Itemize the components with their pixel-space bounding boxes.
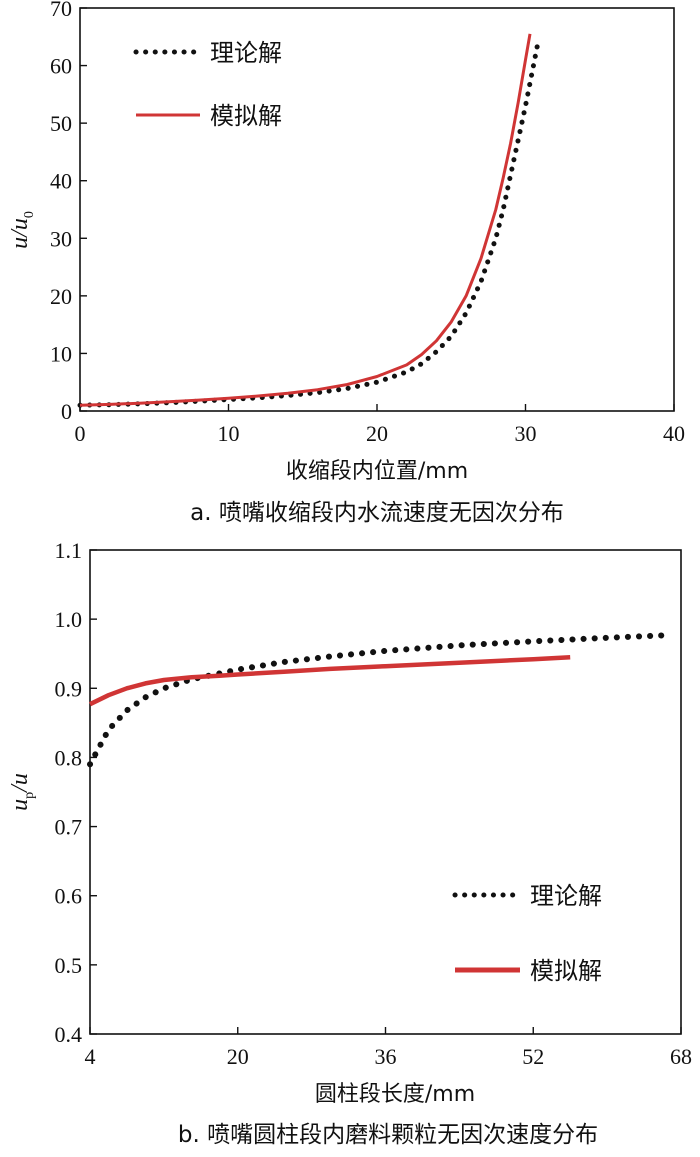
chart-a-ylabel: u/u0 — [7, 211, 37, 249]
chart-a-plot-frame — [79, 7, 675, 412]
b-y-tick-label: 0.8 — [55, 745, 83, 770]
a-y-tick-label: 10 — [50, 341, 72, 366]
b-y-tick-label: 1.0 — [55, 607, 83, 632]
chart-a-xlabel: 收缩段内位置/mm — [286, 459, 468, 484]
a-y-tick-label: 40 — [50, 169, 72, 194]
b-x-tick-label: 20 — [227, 1044, 249, 1069]
a-y-tick-label: 60 — [50, 54, 72, 79]
a-y-tick-label: 50 — [50, 111, 72, 136]
chart-a-y-ticks: 0 10 20 30 40 50 60 70 — [50, 0, 87, 424]
a-y-tick-label: 20 — [50, 284, 72, 309]
chart-a-legend: 理论解 模拟解 — [133, 39, 282, 130]
chart-b-caption: b. 喷嘴圆柱段内磨料颗粒无因次速度分布 — [178, 1122, 598, 1148]
chart-a: 0 10 20 30 40 0 10 20 30 40 50 60 70 理论解 模拟解 u/u0 收… — [7, 0, 685, 526]
chart-a-legend-theory-label: 理论解 — [210, 39, 282, 67]
a-x-tick-label: 10 — [218, 421, 240, 446]
chart-b-x-ticks: 4 20 36 52 68 — [85, 1027, 692, 1069]
b-x-tick-label: 4 — [85, 1044, 96, 1069]
b-y-tick-label: 0.6 — [55, 884, 83, 909]
b-x-tick-label: 36 — [375, 1044, 397, 1069]
a-x-tick-label: 0 — [75, 421, 86, 446]
chart-b-legend: 理论解 模拟解 — [452, 882, 602, 985]
chart-b-series — [87, 632, 675, 768]
chart-a-x-ticks: 0 10 20 30 40 — [75, 404, 685, 446]
a-x-tick-label: 20 — [366, 421, 388, 446]
a-y-tick-label: 0 — [61, 399, 72, 424]
chart-b-legend-theory-label: 理论解 — [530, 882, 602, 910]
b-x-tick-label: 52 — [522, 1044, 544, 1069]
b-series-theory-line — [87, 632, 675, 768]
chart-b-xlabel: 圆柱段长度/mm — [315, 1082, 475, 1107]
chart-a-legend-sim-label: 模拟解 — [210, 102, 282, 130]
chart-b-ylabel: up/u — [7, 773, 37, 811]
b-y-tick-label: 1.1 — [55, 538, 83, 563]
chart-b-y-ticks: 0.4 0.5 0.6 0.7 0.8 0.9 1.0 1.1 — [55, 538, 97, 1047]
a-series-theory-line — [77, 42, 540, 408]
a-series-simulation-line — [79, 33, 532, 407]
a-y-tick-label: 30 — [50, 226, 72, 251]
b-y-tick-label: 0.7 — [55, 815, 83, 840]
chart-b: 4 20 36 52 68 0.4 0.5 0.6 0.7 0.8 0.9 1.0 1.1 理论解 模… — [7, 538, 692, 1148]
chart-a-caption: a. 喷嘴收缩段内水流速度无因次分布 — [190, 500, 564, 526]
chart-a-series — [77, 33, 540, 408]
a-x-tick-label: 40 — [663, 421, 685, 446]
a-y-tick-label: 70 — [50, 0, 72, 21]
b-y-tick-label: 0.5 — [55, 953, 83, 978]
chart-b-legend-sim-label: 模拟解 — [530, 957, 602, 985]
a-x-tick-label: 30 — [515, 421, 537, 446]
b-y-tick-label: 0.9 — [55, 676, 83, 701]
b-series-simulation-line — [89, 654, 571, 707]
b-x-tick-label: 68 — [670, 1044, 692, 1069]
b-y-tick-label: 0.4 — [55, 1022, 83, 1047]
